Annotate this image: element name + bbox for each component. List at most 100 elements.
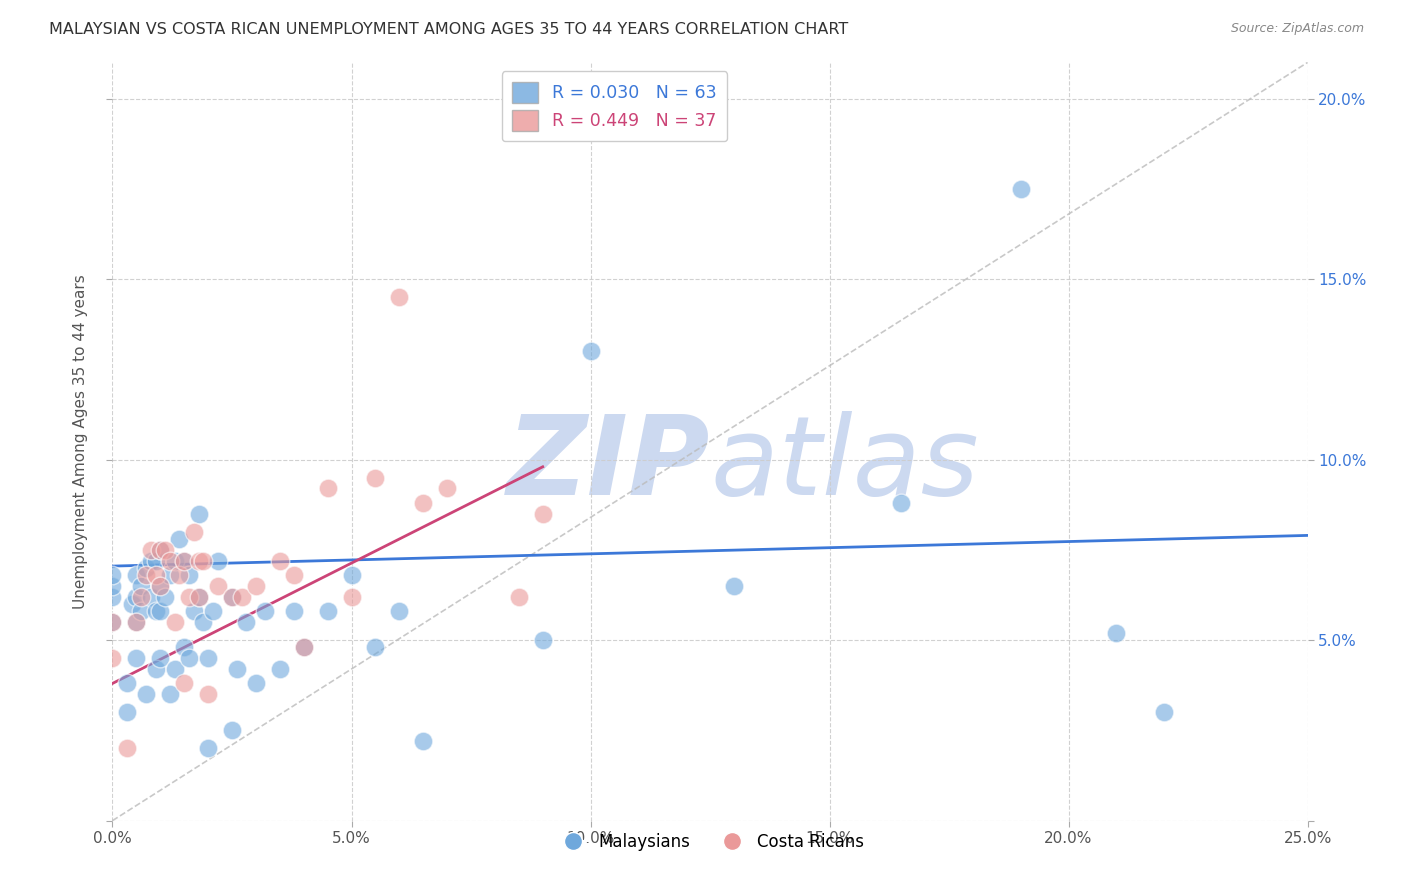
Point: [121, 597, 143, 611]
Point: [531, 507, 554, 521]
Point: [149, 542, 172, 557]
Point: [135, 687, 157, 701]
Point: [187, 590, 209, 604]
Point: [115, 706, 138, 720]
Point: [197, 741, 219, 756]
Point: [245, 579, 267, 593]
Point: [1010, 182, 1032, 196]
Point: [173, 554, 195, 568]
Point: [388, 290, 411, 304]
Point: [187, 590, 209, 604]
Point: [254, 604, 277, 618]
Point: [145, 568, 167, 582]
Point: [129, 579, 152, 593]
Point: [101, 579, 124, 593]
Point: [183, 524, 205, 539]
Point: [436, 482, 458, 496]
Point: [201, 604, 224, 618]
Point: [1105, 626, 1128, 640]
Point: [340, 568, 363, 582]
Point: [139, 590, 162, 604]
Point: [183, 604, 205, 618]
Point: [269, 662, 291, 676]
Point: [412, 734, 434, 748]
Point: [163, 662, 186, 676]
Point: [153, 542, 176, 557]
Point: [139, 542, 162, 557]
Point: [283, 568, 305, 582]
Text: MALAYSIAN VS COSTA RICAN UNEMPLOYMENT AMONG AGES 35 TO 44 YEARS CORRELATION CHAR: MALAYSIAN VS COSTA RICAN UNEMPLOYMENT AM…: [49, 22, 848, 37]
Point: [169, 532, 191, 546]
Point: [197, 651, 219, 665]
Point: [187, 554, 209, 568]
Point: [101, 615, 124, 629]
Point: [163, 615, 186, 629]
Point: [231, 590, 253, 604]
Point: [316, 482, 339, 496]
Point: [101, 568, 124, 582]
Point: [149, 651, 172, 665]
Point: [207, 579, 229, 593]
Point: [225, 662, 247, 676]
Point: [412, 496, 434, 510]
Point: [129, 590, 152, 604]
Point: [129, 604, 152, 618]
Point: [388, 604, 411, 618]
Y-axis label: Unemployment Among Ages 35 to 44 years: Unemployment Among Ages 35 to 44 years: [73, 274, 89, 609]
Point: [269, 554, 291, 568]
Point: [245, 676, 267, 690]
Point: [115, 741, 138, 756]
Point: [139, 554, 162, 568]
Point: [163, 554, 186, 568]
Point: [125, 615, 148, 629]
Point: [101, 651, 124, 665]
Point: [169, 568, 191, 582]
Point: [723, 579, 745, 593]
Point: [159, 568, 181, 582]
Point: [364, 640, 387, 655]
Point: [145, 554, 167, 568]
Text: Source: ZipAtlas.com: Source: ZipAtlas.com: [1230, 22, 1364, 36]
Point: [197, 687, 219, 701]
Point: [283, 604, 305, 618]
Point: [153, 590, 176, 604]
Point: [149, 579, 172, 593]
Point: [340, 590, 363, 604]
Point: [173, 676, 195, 690]
Point: [177, 568, 200, 582]
Point: [177, 651, 200, 665]
Point: [235, 615, 257, 629]
Point: [579, 344, 602, 359]
Point: [135, 561, 157, 575]
Point: [890, 496, 912, 510]
Point: [149, 542, 172, 557]
Point: [531, 633, 554, 648]
Point: [125, 568, 148, 582]
Point: [221, 590, 243, 604]
Point: [364, 470, 387, 484]
Point: [173, 554, 195, 568]
Text: atlas: atlas: [710, 411, 979, 517]
Text: ZIP: ZIP: [506, 411, 710, 517]
Point: [173, 640, 195, 655]
Point: [193, 615, 215, 629]
Point: [145, 604, 167, 618]
Point: [221, 590, 243, 604]
Point: [149, 579, 172, 593]
Point: [508, 590, 530, 604]
Point: [125, 651, 148, 665]
Point: [187, 507, 209, 521]
Point: [207, 554, 229, 568]
Point: [101, 615, 124, 629]
Point: [159, 687, 181, 701]
Point: [221, 723, 243, 738]
Point: [125, 590, 148, 604]
Point: [149, 604, 172, 618]
Point: [101, 590, 124, 604]
Point: [1153, 706, 1175, 720]
Point: [145, 662, 167, 676]
Point: [135, 568, 157, 582]
Point: [292, 640, 315, 655]
Point: [193, 554, 215, 568]
Point: [159, 554, 181, 568]
